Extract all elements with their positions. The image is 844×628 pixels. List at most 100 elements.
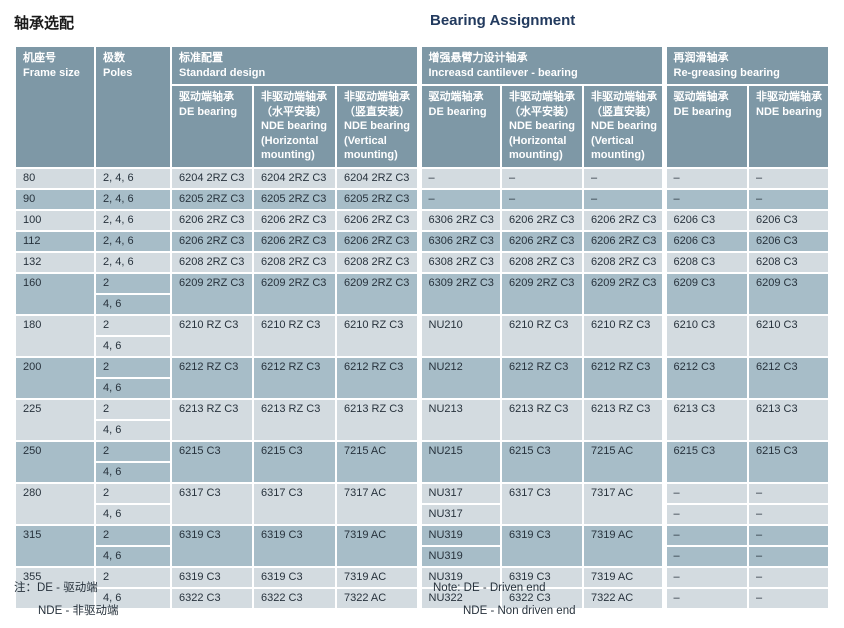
- table-cell: –: [661, 544, 749, 568]
- table-row: 280 2 6317 C3 6317 C3 7317 AC NU317 6317 C3 731…: [14, 481, 830, 526]
- table-row: 315 2 6319 C3 6319 C3 7319 AC NU319 6319 C3 731…: [14, 523, 830, 568]
- table-row: 132 2, 4, 6 6208 2RZ C3 6208 2RZ C3 6208 2RZ…: [14, 250, 830, 274]
- table-cell: 7215 AC: [335, 439, 420, 484]
- table-cell: 6209 2RZ C3: [252, 271, 337, 316]
- table-cell: 7317 AC: [582, 481, 665, 526]
- table-cell: 7322 AC: [335, 586, 420, 610]
- table-cell: 4, 6: [94, 460, 172, 484]
- table-cell: –: [416, 187, 502, 211]
- group-header-cell: 标准配置 Standard design: [170, 45, 420, 86]
- table-cell: 6306 2RZ C3: [416, 208, 502, 232]
- sub-header-cell: 非驱动端轴承 （竖直安装） NDE bearing (Vertical moun…: [335, 84, 420, 169]
- table-cell: 6206 2RZ C3: [170, 229, 254, 253]
- table-cell: 200: [14, 355, 96, 400]
- table-cell: 6215 C3: [500, 439, 584, 484]
- table-cell: 4, 6: [94, 292, 172, 316]
- table-cell: NU210: [416, 313, 502, 358]
- table-cell: 100: [14, 208, 96, 232]
- table-cell: 2: [94, 523, 172, 547]
- table-cell: 80: [14, 166, 96, 190]
- table-cell: –: [747, 502, 830, 526]
- table-cell: 315: [14, 523, 96, 568]
- table-row: 250 2 6215 C3 6215 C3 7215 AC NU215 6215 C3 721…: [14, 439, 830, 484]
- table-cell: 7322 AC: [582, 586, 665, 610]
- table-cell: 4, 6: [94, 544, 172, 568]
- table-cell: 6213 RZ C3: [335, 397, 420, 442]
- table-cell: 6319 C3: [170, 523, 254, 568]
- table-cell: –: [582, 187, 665, 211]
- footnote-zh-line2: NDE - 非驱动端: [38, 605, 119, 617]
- table-row: 200 2 6212 RZ C3 6212 RZ C3 6212 RZ C3 NU212 6…: [14, 355, 830, 400]
- table-cell: 6212 C3: [661, 355, 749, 400]
- table-cell: 4, 6: [94, 376, 172, 400]
- table-row: 112 2, 4, 6 6206 2RZ C3 6206 2RZ C3 6206 2RZ…: [14, 229, 830, 253]
- table-cell: 180: [14, 313, 96, 358]
- table-cell: 6319 C3: [252, 523, 337, 568]
- table-cell: 90: [14, 187, 96, 211]
- table-cell: NU317: [416, 502, 502, 526]
- table-cell: 6210 C3: [747, 313, 830, 358]
- table-row: 4, 6: [15, 460, 829, 484]
- table-row: 4, 6: [15, 418, 829, 442]
- table-cell: 6309 2RZ C3: [416, 271, 502, 316]
- group-header-cell: 再润滑轴承 Re-greasing bearing: [661, 45, 830, 86]
- table-row: 180 2 6210 RZ C3 6210 RZ C3 6210 RZ C3 NU210 6…: [14, 313, 830, 358]
- table-cell: 6206 2RZ C3: [500, 208, 584, 232]
- footnote-en-line2: NDE - Non driven end: [463, 605, 576, 617]
- table-cell: 6319 C3: [500, 523, 584, 568]
- footnote-en: Note: DE - Driven end NDE - Non driven e…: [433, 577, 576, 623]
- table-cell: 2: [94, 565, 172, 589]
- sub-header-cell: 非驱动端轴承 （水平安装） NDE bearing (Horizontal mo…: [252, 84, 337, 169]
- table-row: 4, 6 NU319 – –: [15, 544, 830, 568]
- table-cell: –: [747, 481, 830, 505]
- group-header-cell: 增强悬臂力设计轴承 Increasd cantilever - bearing: [416, 45, 665, 86]
- table-cell: 6317 C3: [252, 481, 337, 526]
- table-cell: 2: [94, 481, 172, 505]
- table-cell: 7317 AC: [335, 481, 420, 526]
- table-row: 80 2, 4, 6 6204 2RZ C3 6204 2RZ C3 6204 2RZ …: [14, 166, 830, 190]
- table-cell: NU212: [416, 355, 502, 400]
- table-cell: 6306 2RZ C3: [416, 229, 502, 253]
- table-cell: 6215 C3: [747, 439, 830, 484]
- sub-header-cell: 驱动端轴承 DE bearing: [416, 84, 502, 169]
- table-cell: 6322 C3: [500, 586, 584, 610]
- table-cell: 6206 C3: [747, 208, 830, 232]
- table-cell: –: [661, 166, 749, 190]
- table-cell: 6317 C3: [500, 481, 584, 526]
- table-cell: 6308 2RZ C3: [416, 250, 502, 274]
- table-cell: 6206 C3: [661, 208, 749, 232]
- table-cell: 6209 2RZ C3: [582, 271, 665, 316]
- footnote-zh: 注：DE - 驱动端 NDE - 非驱动端: [14, 577, 119, 623]
- table-cell: –: [747, 586, 830, 610]
- table-cell: 6209 2RZ C3: [500, 271, 584, 316]
- table-cell: 4, 6: [94, 334, 172, 358]
- bearing-assignment-table: 机座号 Frame size 极数 Poles 标准配置 Standard desi…: [14, 45, 830, 610]
- table-cell: 6322 C3: [170, 586, 254, 610]
- table-cell: 132: [14, 250, 96, 274]
- table-cell: 7319 AC: [335, 565, 420, 589]
- table-cell: 6208 2RZ C3: [252, 250, 337, 274]
- table-cell: 6213 C3: [661, 397, 749, 442]
- table-cell: 7319 AC: [582, 523, 665, 568]
- sub-header-cell: 非驱动端轴承 NDE bearing: [747, 84, 830, 169]
- table-cell: 7319 AC: [582, 565, 665, 589]
- table-cell: 160: [14, 271, 96, 316]
- table-cell: 6209 C3: [661, 271, 749, 316]
- table-cell: 6210 RZ C3: [500, 313, 584, 358]
- table-cell: 6319 C3: [170, 565, 254, 589]
- table-cell: NU322: [416, 586, 502, 610]
- table-cell: 2, 4, 6: [94, 229, 172, 253]
- table-cell: 6213 C3: [747, 397, 830, 442]
- table-row: 100 2, 4, 6 6206 2RZ C3 6206 2RZ C3 6206 2RZ…: [14, 208, 830, 232]
- table-row: 90 2, 4, 6 6205 2RZ C3 6205 2RZ C3 6205 2RZ …: [14, 187, 830, 211]
- table-cell: 6212 C3: [747, 355, 830, 400]
- table-cell: 6212 RZ C3: [170, 355, 254, 400]
- table-cell: 280: [14, 481, 96, 526]
- table-cell: 6206 2RZ C3: [500, 229, 584, 253]
- table-cell: 2: [94, 355, 172, 379]
- sub-header-cell: 非驱动端轴承 （竖直安装） NDE bearing (Vertical moun…: [582, 84, 665, 169]
- table-cell: –: [661, 502, 749, 526]
- table-cell: 2: [94, 397, 172, 421]
- table-cell: 6210 RZ C3: [582, 313, 665, 358]
